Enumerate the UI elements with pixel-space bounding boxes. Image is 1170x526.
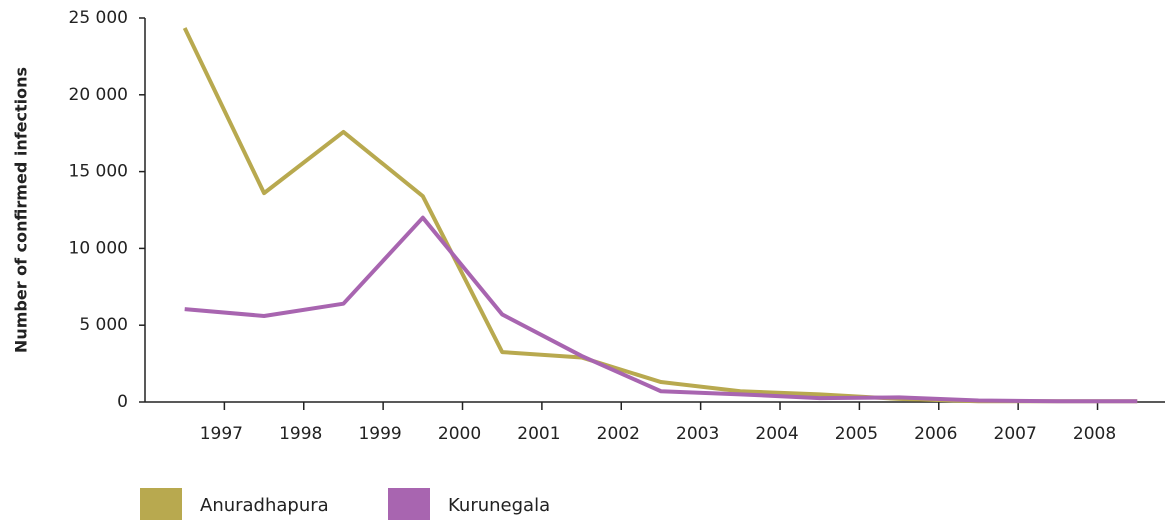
legend-label: Anuradhapura [200,495,329,516]
y-tick-label: 20 000 [69,85,128,105]
x-tick-label: 2001 [517,424,560,444]
x-tick-label: 2002 [597,424,640,444]
x-tick-label: 2000 [438,424,481,444]
y-tick-label: 25 000 [69,8,128,28]
x-tick-label: 2003 [676,424,719,444]
x-tick-label: 2004 [755,424,798,444]
x-tick-label: 2007 [994,424,1037,444]
y-tick-label: 15 000 [69,162,128,182]
x-tick-label: 1999 [358,424,401,444]
y-tick-label: 5 000 [79,315,128,335]
series-line [184,215,1138,404]
legend-swatch [140,488,182,520]
y-tick-label: 0 [117,392,128,412]
legend-label: Kurunegala [448,495,550,516]
x-tick-label: 1998 [279,424,322,444]
x-tick-label: 2005 [835,424,878,444]
y-axis-label: Number of confirmed infections [12,67,31,353]
y-tick-label: 10 000 [69,238,128,258]
x-tick-label: 2006 [914,424,957,444]
series-line [182,27,1138,404]
x-tick-label: 2008 [1073,424,1116,444]
x-tick-label: 1997 [200,424,243,444]
legend-swatch [388,488,430,520]
